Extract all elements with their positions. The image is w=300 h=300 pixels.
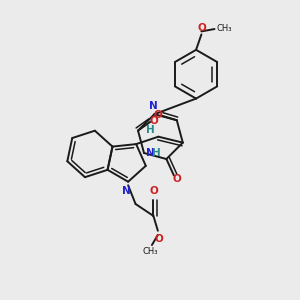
Text: N: N	[148, 101, 157, 111]
Text: O: O	[150, 116, 159, 125]
Text: O: O	[154, 234, 163, 244]
Text: O: O	[150, 186, 158, 196]
Text: CH₃: CH₃	[217, 24, 233, 33]
Text: O: O	[153, 110, 162, 120]
Text: N: N	[122, 186, 131, 196]
Text: O: O	[172, 174, 181, 184]
Text: H: H	[152, 148, 161, 158]
Text: CH₃: CH₃	[143, 248, 158, 256]
Text: H: H	[146, 125, 154, 135]
Text: O: O	[197, 23, 206, 34]
Text: N: N	[146, 148, 154, 158]
